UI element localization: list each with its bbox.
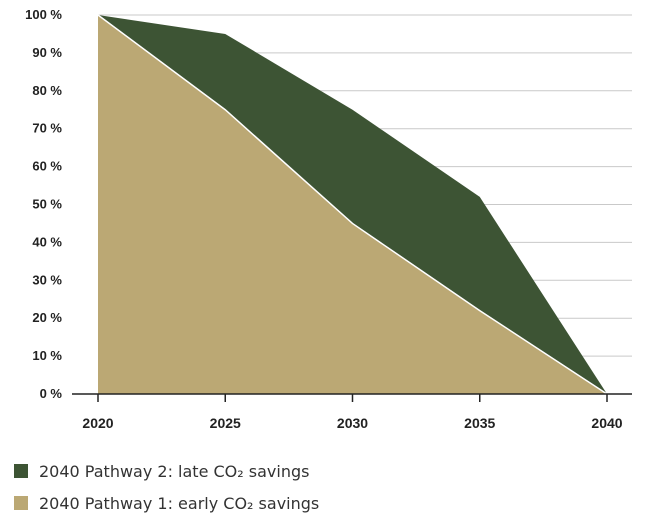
legend-label-pathway-1: 2040 Pathway 1: early CO₂ savings — [39, 493, 320, 513]
y-tick-label: 30 % — [32, 272, 62, 287]
y-tick-label: 80 % — [32, 83, 62, 98]
legend-swatch-pathway-2 — [14, 464, 28, 478]
legend-swatch-pathway-1 — [14, 496, 28, 510]
x-tick-label: 2030 — [337, 415, 368, 431]
x-tick-label: 2035 — [464, 415, 495, 431]
x-tick-label: 2040 — [591, 415, 622, 431]
y-tick-label: 60 % — [32, 159, 62, 174]
axes — [72, 393, 632, 402]
boundary-line — [97, 14, 608, 395]
y-tick-label: 20 % — [32, 310, 62, 325]
x-axis-ticks: 2020 2025 2030 2035 2040 — [82, 415, 622, 431]
area-chart: 0 % 10 % 20 % 30 % 40 % 50 % 60 % 70 % 80 % 90 % 1… — [25, 7, 632, 431]
y-tick-label: 50 % — [32, 197, 62, 212]
legend-label-pathway-2: 2040 Pathway 2: late CO₂ savings — [39, 461, 310, 481]
y-tick-label: 40 % — [32, 234, 62, 249]
x-tick-label: 2020 — [82, 415, 113, 431]
x-tick-label: 2025 — [210, 415, 241, 431]
y-axis-ticks: 0 % 10 % 20 % 30 % 40 % 50 % 60 % 70 % 80 % 90 % 1… — [25, 7, 62, 401]
legend-item-pathway-1: 2040 Pathway 1: early CO₂ savings — [14, 493, 320, 513]
legend: 2040 Pathway 2: late CO₂ savings 2040 Pa… — [14, 462, 319, 526]
areas — [97, 14, 608, 395]
y-tick-label: 70 % — [32, 121, 62, 136]
legend-item-pathway-2: 2040 Pathway 2: late CO₂ savings — [14, 461, 319, 481]
y-tick-label: 10 % — [32, 348, 62, 363]
y-tick-label: 0 % — [40, 386, 63, 401]
y-tick-label: 100 % — [25, 7, 62, 22]
y-tick-label: 90 % — [32, 45, 62, 60]
